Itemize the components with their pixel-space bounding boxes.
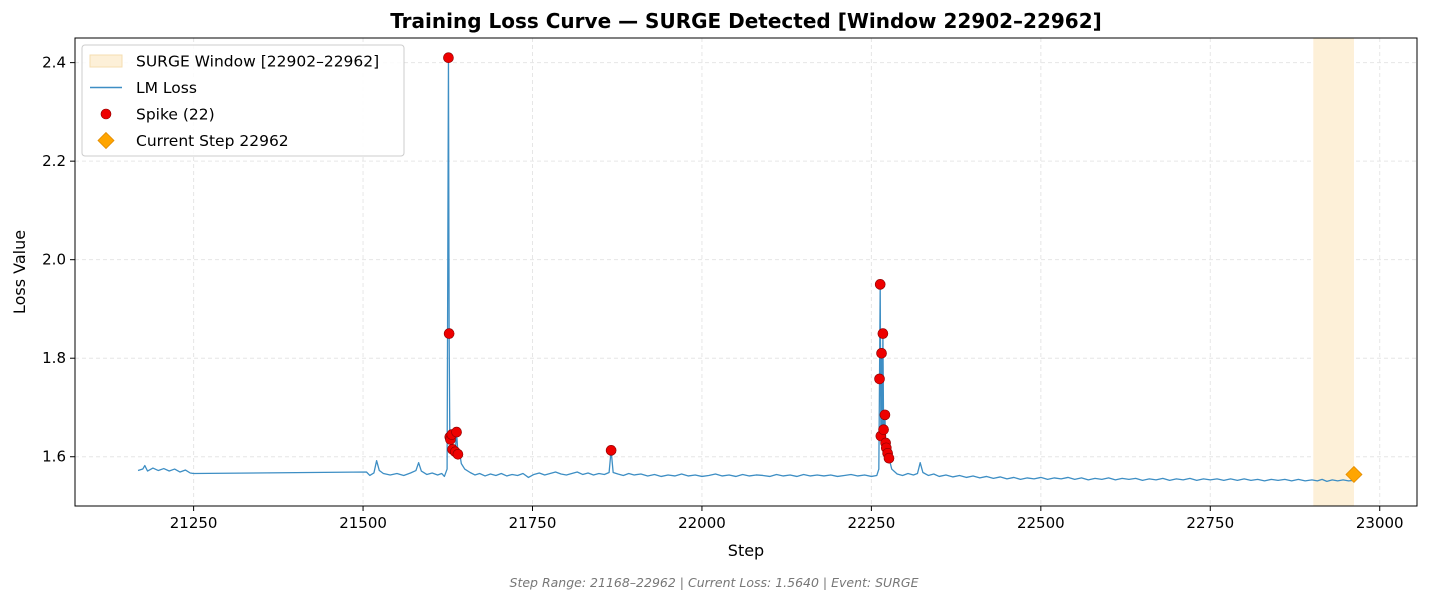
footer-note: Step Range: 21168–22962 | Current Loss: … bbox=[510, 575, 919, 590]
spike-point bbox=[874, 279, 886, 290]
spike-point bbox=[876, 347, 887, 359]
y-axis-ticks: 1.6 1.8 2.0 2.2 2.4 bbox=[42, 54, 75, 466]
surge-window-band bbox=[1313, 38, 1354, 506]
x-tick-label: 22250 bbox=[848, 514, 896, 532]
legend: SURGE Window [22902–22962] LM Loss Spike (… bbox=[81, 44, 405, 157]
x-tick-label: 22000 bbox=[678, 514, 726, 532]
x-tick-label: 21750 bbox=[509, 514, 557, 532]
x-tick-label: 21500 bbox=[339, 514, 387, 532]
chart-title: Training Loss Curve — SURGE Detected [Wi… bbox=[390, 9, 1102, 33]
spike-point bbox=[443, 52, 454, 64]
y-tick-label: 1.6 bbox=[42, 448, 66, 466]
x-axis-label: Step bbox=[728, 541, 764, 560]
spike-point bbox=[874, 373, 885, 385]
y-tick-label: 2.2 bbox=[42, 152, 66, 170]
x-axis-ticks: 21250 21500 21750 22000 22250 22500 22750 23000 bbox=[170, 506, 1404, 532]
legend-box bbox=[81, 44, 405, 157]
x-tick-label: 21250 bbox=[170, 514, 218, 532]
spike-point bbox=[452, 448, 464, 460]
current-step-point bbox=[1345, 465, 1363, 484]
spike-point bbox=[605, 445, 617, 456]
y-tick-label: 1.8 bbox=[42, 349, 66, 367]
spike-point bbox=[879, 409, 891, 421]
lm-loss-line bbox=[137, 57, 1355, 483]
legend-swatch-spike bbox=[100, 108, 112, 120]
spike-point bbox=[877, 328, 889, 339]
legend-swatch-surge bbox=[89, 54, 123, 68]
spike-point bbox=[443, 328, 455, 339]
surge-window-rect bbox=[1313, 38, 1354, 506]
y-axis-label: Loss Value bbox=[10, 230, 29, 314]
spike-points bbox=[443, 52, 895, 464]
spike-point bbox=[883, 452, 895, 464]
y-tick-label: 2.4 bbox=[42, 54, 66, 72]
spike-point bbox=[451, 426, 462, 438]
current-step-marker bbox=[1345, 465, 1363, 484]
plot-frame bbox=[74, 37, 1418, 507]
lm-loss-series bbox=[137, 57, 1355, 483]
x-tick-label: 22750 bbox=[1186, 514, 1234, 532]
legend-label: Spike (22) bbox=[136, 106, 215, 124]
legend-label: SURGE Window [22902–22962] bbox=[136, 53, 379, 71]
x-tick-label: 22500 bbox=[1017, 514, 1065, 532]
spike-point bbox=[878, 424, 889, 435]
legend-label: LM Loss bbox=[136, 79, 197, 97]
x-tick-label: 23000 bbox=[1356, 514, 1404, 532]
y-tick-label: 2.0 bbox=[42, 251, 66, 269]
legend-swatch-current bbox=[97, 131, 115, 150]
legend-label: Current Step 22962 bbox=[136, 132, 289, 150]
